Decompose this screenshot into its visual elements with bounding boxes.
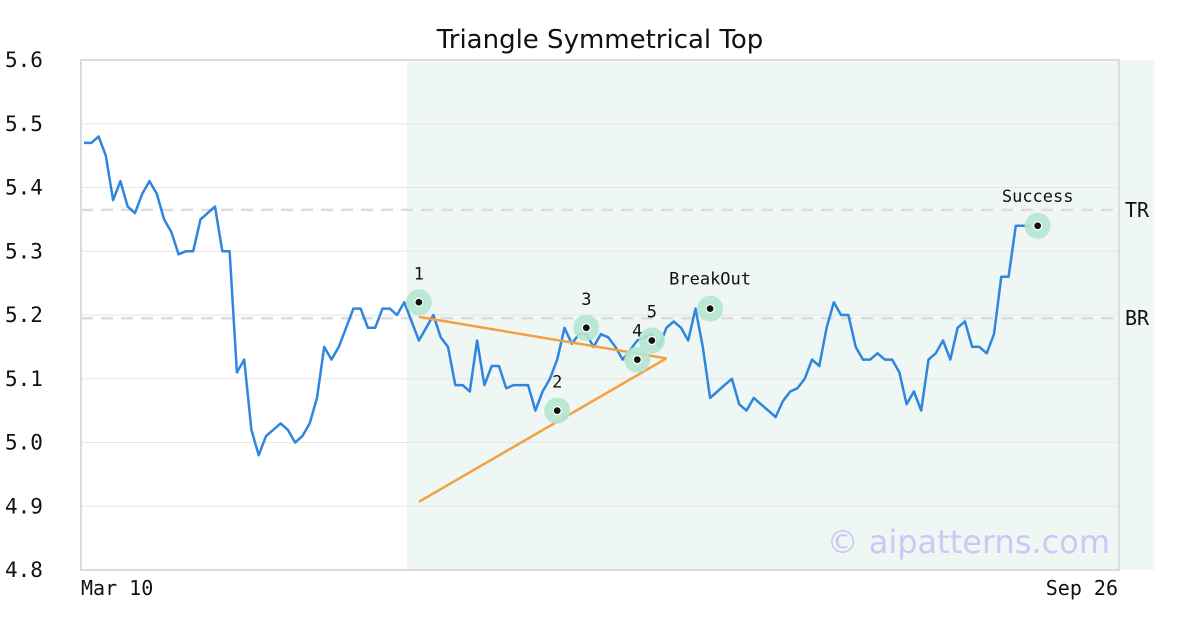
point-label: 1 bbox=[414, 264, 424, 284]
point-marker-dot bbox=[1033, 221, 1043, 231]
point-label: BreakOut bbox=[669, 270, 751, 290]
point-label: 5 bbox=[647, 303, 657, 323]
plot-frame bbox=[80, 59, 1120, 571]
y-tick-label: 4.9 bbox=[5, 494, 43, 518]
chart-title: Triangle Symmetrical Top bbox=[436, 25, 764, 55]
x-tick-label-end: Sep 26 bbox=[1046, 576, 1118, 600]
y-tick-label: 5.6 bbox=[5, 48, 43, 72]
y-tick-label: 4.8 bbox=[5, 558, 43, 582]
point-marker-dot bbox=[705, 304, 715, 314]
price-line bbox=[84, 135, 1031, 457]
point-marker-dot bbox=[552, 406, 562, 416]
reference-label-tr: TR bbox=[1125, 198, 1150, 222]
watermark: © aipatterns.com bbox=[827, 523, 1110, 561]
point-marker-dot bbox=[632, 355, 642, 365]
x-tick-label-start: Mar 10 bbox=[81, 576, 153, 600]
upper-trendline bbox=[418, 315, 667, 360]
y-tick-label: 5.3 bbox=[5, 239, 43, 263]
y-tick-label: 5.0 bbox=[5, 431, 43, 455]
point-marker-dot bbox=[414, 297, 424, 307]
y-tick-label: 5.5 bbox=[5, 112, 43, 136]
point-label: 3 bbox=[581, 290, 591, 310]
y-tick-label: 5.1 bbox=[5, 367, 43, 391]
point-label: Success bbox=[1002, 187, 1074, 207]
reference-label-br: BR bbox=[1125, 306, 1150, 330]
y-tick-label: 5.4 bbox=[5, 176, 43, 200]
point-marker-dot bbox=[647, 335, 657, 346]
point-label: 4 bbox=[632, 322, 642, 342]
lower-trendline bbox=[418, 357, 668, 503]
point-marker-dot bbox=[581, 323, 591, 333]
y-tick-label: 5.2 bbox=[5, 303, 43, 327]
point-label: 2 bbox=[552, 373, 562, 393]
